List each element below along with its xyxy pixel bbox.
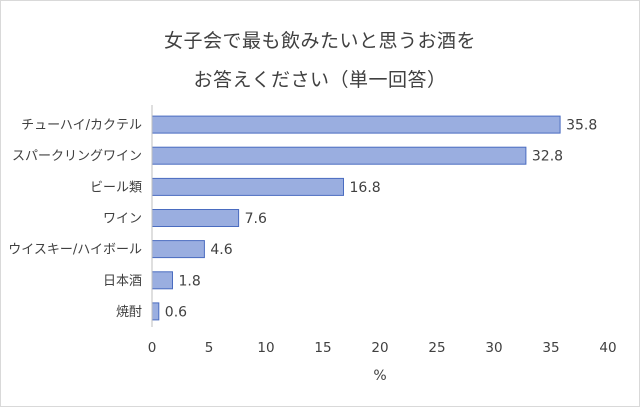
category-label: ウイスキー/ハイボール [8,243,142,258]
category-label: チューハイ/カクテル [21,118,142,133]
category-label: スパークリングワイン [12,149,142,164]
data-label: 32.8 [532,149,563,165]
category-label: 日本酒 [103,274,142,289]
x-tick-label: 25 [428,340,445,356]
bar [151,115,561,134]
bar [151,146,527,165]
category-label: ワイン [103,212,142,227]
data-label: 16.8 [350,180,381,196]
x-tick-label: 15 [314,340,331,356]
bar [151,209,240,227]
category-label: 焼酎 [116,305,142,320]
x-tick-label: 5 [205,340,214,356]
x-tick-label: 35 [542,340,559,356]
x-tick-label: 0 [148,340,157,356]
x-tick-label: 20 [371,340,388,356]
bar [151,302,160,321]
data-label: 0.6 [165,304,187,320]
bar [151,271,173,290]
category-label: ビール類 [90,180,142,195]
data-label: 7.6 [245,211,267,227]
bar [151,240,205,259]
data-label: 1.8 [179,273,201,289]
x-tick-label: 10 [257,340,274,356]
chart-title-line-1: 女子会で最も飲みたいと思うお酒を [163,30,476,52]
x-tick-label: 40 [599,340,616,356]
x-axis-label: % [373,368,386,384]
bar [151,177,344,196]
data-label: 35.8 [566,118,597,134]
chart-title-line-2: お答えください（単一回答） [193,69,447,91]
data-label: 4.6 [210,242,232,258]
x-tick-label: 30 [485,340,502,356]
